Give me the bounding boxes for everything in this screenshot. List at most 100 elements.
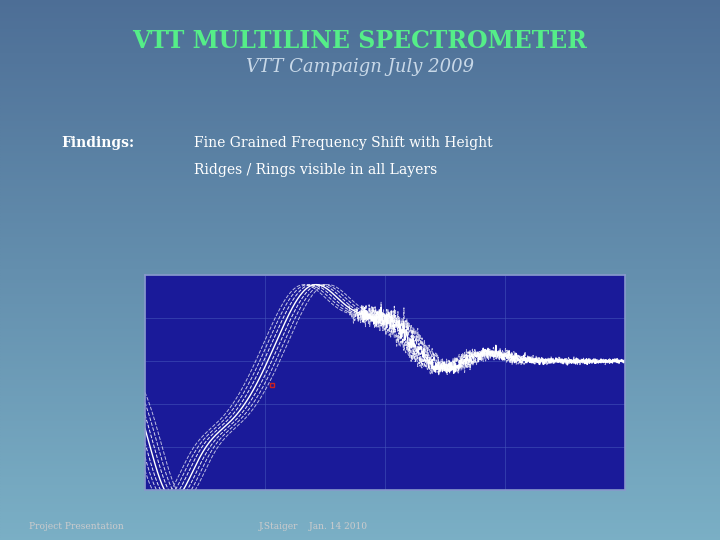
Bar (0, 159, 720, 162)
Bar (0, 46, 720, 49)
Bar (0, 381, 720, 383)
Text: Fine Grained Frequency Shift with Height: Fine Grained Frequency Shift with Height (194, 136, 493, 150)
Bar (0, 289, 720, 292)
Bar (0, 59, 720, 62)
Bar (0, 278, 720, 281)
Bar (0, 529, 720, 532)
Bar (0, 516, 720, 518)
Bar (0, 108, 720, 111)
Bar (0, 105, 720, 108)
Bar (0, 521, 720, 524)
Bar (0, 35, 720, 38)
Bar (0, 0, 720, 3)
Bar (0, 248, 720, 251)
Bar (0, 375, 720, 378)
Bar (0, 132, 720, 135)
Bar (0, 65, 720, 68)
Text: J.Staiger    Jan. 14 2010: J.Staiger Jan. 14 2010 (259, 522, 368, 531)
Bar (0, 208, 720, 211)
Bar (0, 408, 720, 410)
Bar (0, 265, 720, 267)
Bar (0, 475, 720, 478)
Bar (0, 43, 720, 46)
Bar (0, 537, 720, 540)
Bar (0, 138, 720, 140)
Bar (0, 491, 720, 494)
Bar (0, 294, 720, 297)
Bar (0, 194, 720, 197)
Bar (0, 140, 720, 143)
Bar (0, 232, 720, 235)
Bar (0, 338, 720, 340)
Bar (0, 30, 720, 32)
Bar (0, 340, 720, 343)
Bar (0, 165, 720, 167)
Bar (0, 373, 720, 375)
Bar (0, 3, 720, 5)
Bar (0, 238, 720, 240)
Bar (0, 216, 720, 219)
Bar (0, 532, 720, 535)
Bar (0, 162, 720, 165)
Bar (0, 127, 720, 130)
Bar (0, 405, 720, 408)
Bar (0, 224, 720, 227)
Bar (0, 97, 720, 100)
Bar (0, 130, 720, 132)
Bar (0, 302, 720, 305)
Bar (0, 354, 720, 356)
Bar (0, 310, 720, 313)
Bar (0, 308, 720, 310)
Bar (0, 16, 720, 19)
Bar (0, 243, 720, 246)
Bar (0, 481, 720, 483)
Bar (0, 335, 720, 338)
Bar (0, 119, 720, 122)
Bar (0, 213, 720, 216)
Bar (0, 424, 720, 427)
Bar (0, 211, 720, 213)
Bar (0, 383, 720, 386)
Bar (0, 8, 720, 11)
Bar (0, 483, 720, 486)
Bar (0, 32, 720, 35)
Bar (0, 508, 720, 510)
Bar (0, 38, 720, 40)
Bar (0, 505, 720, 508)
Bar (0, 230, 720, 232)
Bar (0, 94, 720, 97)
Bar (0, 443, 720, 445)
Bar (0, 418, 720, 421)
Bar (0, 367, 720, 370)
Bar (0, 351, 720, 354)
Bar (0, 62, 720, 65)
Bar (0, 116, 720, 119)
Bar (0, 202, 720, 205)
Bar (0, 200, 720, 202)
Bar (0, 440, 720, 443)
Bar (0, 313, 720, 316)
Bar (0, 462, 720, 464)
Bar (0, 500, 720, 502)
Text: VTT MULTILINE SPECTROMETER: VTT MULTILINE SPECTROMETER (132, 29, 588, 52)
Bar (0, 184, 720, 186)
Bar (0, 362, 720, 364)
Bar (0, 78, 720, 81)
Bar (0, 286, 720, 289)
Bar (0, 227, 720, 229)
Text: VTT Campaign July 2009: VTT Campaign July 2009 (246, 58, 474, 77)
Bar (0, 489, 720, 491)
Bar (0, 197, 720, 200)
Bar (0, 135, 720, 138)
Bar (0, 148, 720, 151)
Bar (0, 92, 720, 94)
Bar (0, 143, 720, 146)
Bar (0, 122, 720, 124)
Bar (0, 73, 720, 76)
Bar (0, 346, 720, 348)
Bar (0, 176, 720, 178)
Bar (0, 178, 720, 181)
Bar (0, 510, 720, 513)
Bar (0, 370, 720, 373)
Bar (0, 324, 720, 327)
